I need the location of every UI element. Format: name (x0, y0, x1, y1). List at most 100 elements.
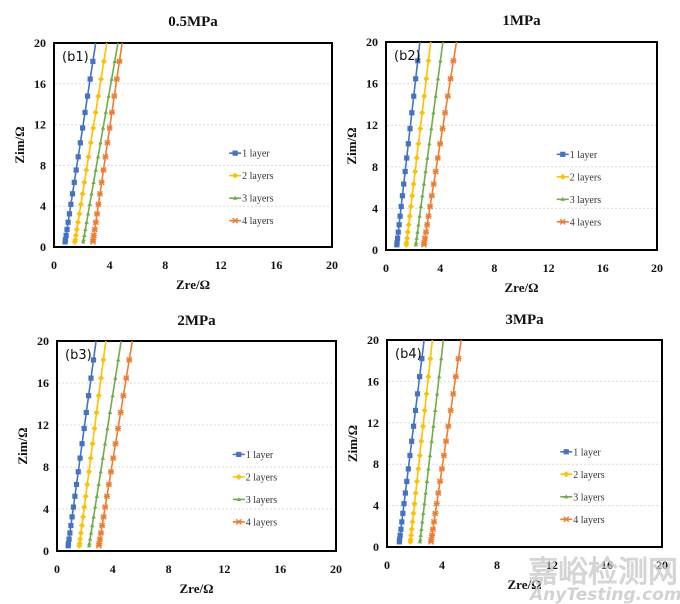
legend-marker (563, 516, 570, 523)
data-point (404, 478, 410, 485)
y-tick-label: 0 (40, 240, 46, 254)
data-point (92, 504, 98, 509)
legend-item: 1 layer (229, 149, 270, 160)
data-point (413, 242, 419, 247)
data-point (68, 201, 74, 207)
data-point (408, 532, 415, 539)
data-point (419, 526, 424, 531)
data-point (413, 76, 419, 82)
data-point (419, 356, 425, 362)
series-4-layers (428, 339, 463, 545)
data-point (424, 479, 430, 484)
x-axis-label: Zre/Ω (176, 277, 210, 292)
legend-label: 3 layers (573, 492, 604, 503)
x-tick-label: 8 (494, 558, 500, 572)
legend: 1 layer 2 layers 3 layers 4 layers (560, 447, 605, 526)
y-tick-label: 20 (37, 334, 49, 348)
chart-panel-1: 0.5MPa 0 4 8 12 16 20 0 4 8 12 16 20 Zre/Ω Zim/Ω (b1) 1 … (12, 14, 338, 292)
data-point (416, 452, 423, 459)
data-point (70, 504, 77, 510)
data-point (117, 409, 124, 416)
legend-item: 4 layers (556, 217, 601, 228)
data-point (116, 357, 121, 362)
legend-item: 4 layers (232, 517, 277, 528)
legend-label: 4 layers (242, 216, 273, 227)
y-tick-label: 12 (34, 118, 46, 132)
data-point (105, 481, 112, 488)
x-tick-label: 16 (274, 562, 286, 576)
legend-item: 1 layer (556, 150, 598, 161)
data-point (72, 232, 79, 239)
series-3-layers (86, 340, 122, 548)
data-point (80, 239, 86, 244)
data-point (73, 167, 79, 173)
data-point (69, 514, 75, 520)
legend-label: 1 layer (570, 150, 598, 161)
data-point (77, 201, 84, 208)
data-point (399, 193, 406, 199)
y-tick-label: 12 (366, 118, 378, 132)
data-point (72, 493, 78, 499)
chart-title: 1MPa (502, 13, 541, 29)
legend-marker (232, 217, 239, 224)
legend-marker (232, 172, 239, 179)
legend: 1 layer 2 layers 3 layers 4 layers (232, 450, 277, 528)
data-point (92, 109, 99, 116)
data-point (429, 438, 434, 443)
legend-marker (236, 497, 241, 501)
data-point (420, 519, 425, 524)
data-point (428, 532, 435, 539)
data-point (71, 179, 77, 185)
data-point (397, 537, 403, 543)
data-point (76, 540, 83, 547)
data-point (72, 236, 79, 243)
data-point (438, 465, 445, 472)
data-point (84, 481, 91, 488)
data-point (447, 407, 454, 414)
data-point (429, 526, 436, 533)
legend-marker (560, 196, 565, 201)
data-point (85, 211, 91, 216)
data-point (87, 139, 94, 146)
data-point (91, 514, 96, 519)
data-point (410, 181, 417, 188)
data-point (89, 440, 96, 447)
data-point (421, 510, 426, 515)
x-axis-label: Zre/Ω (508, 577, 542, 592)
data-point (443, 438, 450, 445)
data-point (427, 141, 432, 146)
chart-title: 0.5MPa (168, 14, 218, 30)
data-point (98, 76, 105, 83)
data-point (418, 204, 424, 209)
data-point (427, 453, 433, 458)
legend-marker (563, 471, 570, 478)
legend-item: 2 layers (560, 470, 605, 481)
data-point (398, 526, 404, 532)
data-point (396, 222, 402, 228)
data-point (120, 392, 127, 399)
data-point (73, 226, 80, 233)
data-point (65, 540, 72, 547)
data-point (81, 179, 88, 186)
data-point (90, 232, 97, 239)
data-point (86, 543, 92, 548)
y-tick-label: 8 (372, 160, 378, 174)
x-tick-label: 0 (384, 558, 390, 572)
data-point (87, 536, 93, 541)
legend-label: 2 layers (246, 472, 277, 483)
data-point (75, 219, 82, 226)
data-point (447, 75, 454, 82)
y-tick-label: 8 (40, 158, 46, 172)
data-point (81, 237, 86, 242)
data-point (434, 391, 440, 396)
data-point (410, 423, 417, 429)
data-point (95, 392, 102, 399)
data-point (414, 391, 421, 397)
x-tick-label: 8 (491, 261, 497, 275)
data-point (440, 452, 447, 459)
data-point (100, 356, 107, 363)
data-point (100, 167, 107, 173)
y-tick-label: 0 (372, 243, 378, 257)
y-axis-label: Zim/Ω (15, 427, 30, 464)
data-point (81, 425, 87, 432)
